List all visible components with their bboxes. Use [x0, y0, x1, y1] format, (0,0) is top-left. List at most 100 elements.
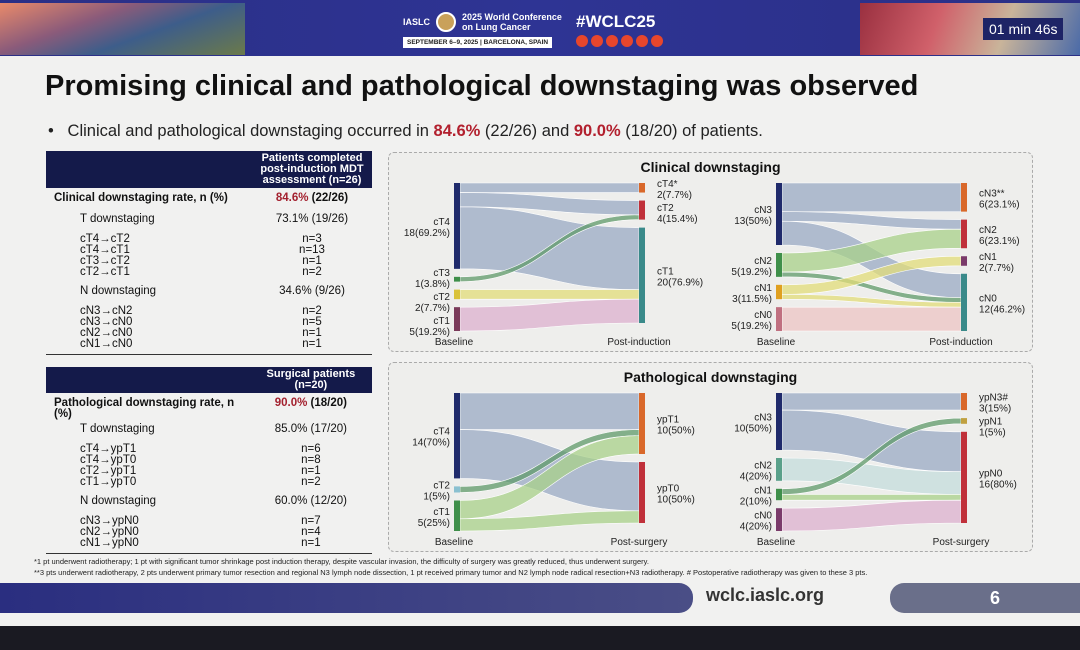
left-node-cT1 — [454, 307, 460, 331]
left-node-label: cN3 — [754, 205, 772, 216]
left-node-value: 1(3.8%) — [415, 279, 450, 290]
right-node-cN0 — [961, 273, 967, 331]
left-node-label: cN0 — [754, 310, 772, 321]
left-node-cT4 — [454, 183, 460, 269]
iaslc-logo: IASLC 2025 World Conference on Lung Cance… — [403, 12, 562, 32]
rate-label: Clinical downstaging rate, n (%) — [54, 192, 228, 204]
left-node-cT1 — [454, 500, 460, 531]
clinical-t-sankey: cT418(69.2%)cT31(3.8%)cT22(7.7%)cT15(19.… — [404, 179, 703, 348]
right-node-label: ypN1 — [979, 417, 1003, 428]
left-node-value: 5(25%) — [418, 518, 450, 529]
sankey-flow-cT4-cT4 — [459, 182, 640, 193]
countdown-timer: 01 min 46s — [983, 18, 1064, 40]
left-node-value: 5(19.2%) — [731, 267, 772, 278]
right-node-label: cT4* — [657, 179, 678, 190]
left-node-cN1 — [776, 284, 782, 300]
right-node-label: cN2 — [979, 225, 997, 236]
section-value: 73.1% (19/26) — [275, 213, 349, 225]
table-row: cT4→cT2 n=3 — [80, 233, 322, 245]
linkedin-icon — [591, 35, 603, 47]
barcelona-photo-left — [0, 3, 245, 55]
right-axis-label: Post-induction — [607, 337, 670, 348]
left-node-value: 2(10%) — [740, 497, 772, 508]
sankey-flow-cT4-ypT1 — [459, 392, 640, 430]
left-node-label: cT1 — [433, 316, 450, 327]
left-node-value: 18(69.2%) — [404, 228, 450, 239]
left-node-cN3 — [776, 393, 782, 450]
section-value: 85.0% (17/20) — [274, 423, 347, 435]
table-row: cT1→ypT0 n=2 — [80, 476, 321, 488]
left-node-cT4 — [454, 393, 460, 479]
left-node-label: cN3 — [754, 413, 772, 424]
right-node-value: 12(46.2%) — [979, 304, 1025, 315]
section-label: N downstaging — [80, 495, 157, 507]
right-node-ypN3 — [961, 393, 967, 411]
left-node-cN0 — [776, 508, 782, 531]
left-node-cN2 — [776, 458, 782, 481]
right-node-value: 1(5%) — [979, 428, 1006, 439]
right-node-label: ypT0 — [657, 484, 680, 495]
left-node-value: 14(70%) — [412, 438, 450, 449]
footnote-2: **3 pts underwent radiotherapy, 2 pts un… — [34, 568, 868, 577]
instagram-icon — [621, 35, 633, 47]
right-node-label: ypN0 — [979, 468, 1003, 479]
pathological-t-sankey: cT414(70%)cT21(5%)cT15(25%)ypT110(50%)yp… — [412, 392, 695, 548]
left-node-cT2 — [454, 486, 460, 493]
left-node-label: cN0 — [754, 511, 772, 522]
pathological-n-sankey: cN310(50%)cN24(20%)cN12(10%)cN04(20%)ypN… — [734, 393, 1017, 548]
left-node-label: cT2 — [433, 292, 450, 303]
left-node-cT3 — [454, 276, 460, 282]
section-label: T downstaging — [80, 213, 155, 225]
table-row: cN3→cN2 n=2 — [80, 305, 322, 317]
left-node-cT2 — [454, 289, 460, 300]
column-header: Surgical patients (n=20) — [249, 367, 372, 393]
table-row: cT3→cT2 n=1 — [80, 255, 322, 267]
hashtag: #WCLC25 — [576, 12, 656, 31]
left-node-label: cT2 — [433, 480, 450, 491]
right-node-cT4 — [639, 183, 645, 193]
right-node-label: cN0 — [979, 293, 997, 304]
clinical-n-sankey: cN313(50%)cN25(19.2%)cN13(11.5%)cN05(19.… — [731, 182, 1025, 348]
left-node-value: 2(7.7%) — [415, 303, 450, 314]
sankey-flow-cN0-cN0 — [781, 306, 962, 332]
rate-value: 90.0% (18/20) — [274, 397, 347, 409]
clinical-downstaging-panel: Clinical downstaging cT4 18(69.2%) cT3 1(3.… — [388, 152, 1033, 352]
sankey-flow-cT1-cT1 — [459, 298, 640, 332]
footer-url: wclc.iaslc.org — [706, 585, 825, 605]
right-node-value: 3(15%) — [979, 404, 1011, 415]
left-node-value: 4(20%) — [740, 522, 772, 533]
right-node-ypT0 — [639, 462, 645, 523]
left-node-value: 13(50%) — [734, 216, 772, 227]
facebook-icon — [576, 35, 588, 47]
slide: Promising clinical and pathological down… — [0, 56, 1080, 626]
rate-value: 84.6% (22/26) — [275, 192, 349, 204]
right-node-value: 16(80%) — [979, 479, 1017, 490]
sankey-flow-cN0-ypN0 — [781, 499, 962, 532]
right-axis-label: Post-surgery — [933, 537, 990, 548]
sankey-flow-cN2-cN2 — [781, 228, 962, 273]
table-row: cN2→ypN0 n=4 — [80, 526, 321, 538]
right-node-cN1 — [961, 256, 967, 266]
left-axis-label: Baseline — [435, 537, 474, 548]
right-node-value: 4(15.4%) — [657, 214, 698, 225]
left-node-label: cN2 — [754, 256, 772, 267]
table-row: cT4→ypT1 n=6 — [80, 443, 321, 455]
wechat-icon — [651, 35, 663, 47]
slide-title: Promising clinical and pathological down… — [45, 70, 919, 102]
left-node-label: cT4 — [433, 217, 450, 228]
table-row: cT2→cT1 n=2 — [80, 266, 322, 278]
conference-seal-icon — [436, 12, 456, 32]
right-node-cN2 — [961, 219, 967, 249]
left-axis-label: Baseline — [757, 537, 796, 548]
column-header: Patients completed post-induction MDT as… — [252, 151, 372, 188]
clinical-downstaging-table: Patients completed post-induction MDT as… — [46, 151, 372, 355]
right-node-value: 6(23.1%) — [979, 199, 1020, 210]
right-node-cT1 — [639, 227, 645, 323]
left-node-cN2 — [776, 253, 782, 277]
right-node-value: 2(7.7%) — [657, 190, 692, 201]
right-node-ypN0 — [961, 431, 967, 523]
right-node-cT2 — [639, 200, 645, 220]
right-node-label: cT1 — [657, 266, 674, 277]
sankey-flow-cT3-cT2 — [459, 214, 640, 282]
right-node-value: 6(23.1%) — [979, 236, 1020, 247]
